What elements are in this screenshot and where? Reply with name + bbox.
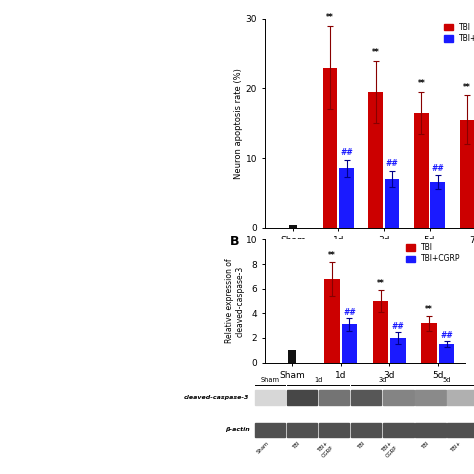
- Text: 5d: 5d: [442, 377, 451, 383]
- Bar: [319, 390, 349, 405]
- Bar: [430, 182, 445, 228]
- Bar: [287, 423, 317, 437]
- Text: **: **: [418, 80, 425, 89]
- Text: TBI: TBI: [421, 440, 430, 450]
- Y-axis label: Relative expression of
cleaved-caspase-3: Relative expression of cleaved-caspase-3: [225, 259, 244, 343]
- Text: ##: ##: [340, 148, 353, 157]
- Bar: [339, 168, 354, 228]
- Bar: [368, 92, 383, 228]
- Bar: [288, 350, 296, 363]
- Text: **: **: [425, 305, 433, 314]
- Bar: [415, 390, 446, 405]
- Bar: [383, 423, 413, 437]
- Bar: [323, 68, 337, 228]
- Y-axis label: Neuron apoptosis rate (%): Neuron apoptosis rate (%): [234, 68, 243, 179]
- Bar: [414, 113, 428, 228]
- Bar: [373, 301, 388, 363]
- Text: Sham: Sham: [255, 440, 270, 455]
- Text: β-actin: β-actin: [225, 428, 249, 432]
- Bar: [287, 390, 317, 405]
- Bar: [383, 390, 413, 405]
- Text: ##: ##: [386, 159, 399, 168]
- Text: TBI+
CGRP: TBI+ CGRP: [381, 440, 398, 458]
- Text: ##: ##: [392, 322, 404, 331]
- Bar: [439, 344, 454, 363]
- Bar: [255, 390, 285, 405]
- Bar: [342, 324, 357, 363]
- Text: cleaved-caspase-3: cleaved-caspase-3: [184, 395, 249, 400]
- Text: TBI: TBI: [357, 440, 366, 450]
- Bar: [390, 338, 406, 363]
- Bar: [319, 423, 349, 437]
- Legend: TBI, TBI+CGRP: TBI, TBI+CGRP: [406, 243, 461, 264]
- Text: TBI: TBI: [292, 440, 302, 450]
- Text: ##: ##: [343, 308, 356, 317]
- Text: Sham: Sham: [261, 377, 280, 383]
- Bar: [324, 279, 340, 363]
- Bar: [447, 423, 474, 437]
- Text: ##: ##: [440, 331, 453, 340]
- Bar: [351, 390, 382, 405]
- Text: ##: ##: [431, 164, 444, 173]
- Text: **: **: [463, 83, 471, 92]
- Bar: [351, 423, 382, 437]
- Legend: TBI, TBI+CGRP: TBI, TBI+CGRP: [444, 23, 474, 43]
- Bar: [447, 390, 474, 405]
- Bar: [289, 225, 297, 228]
- Bar: [460, 120, 474, 228]
- Text: TBI+
CGRP: TBI+ CGRP: [316, 440, 334, 458]
- Text: **: **: [326, 13, 334, 22]
- Bar: [255, 423, 285, 437]
- Text: **: **: [328, 251, 336, 260]
- Bar: [385, 179, 400, 228]
- Bar: [421, 323, 437, 363]
- Text: 1d: 1d: [314, 377, 322, 383]
- Text: 3d: 3d: [378, 377, 386, 383]
- Text: **: **: [372, 48, 380, 57]
- Text: TBI+: TBI+: [450, 440, 463, 453]
- Text: **: **: [377, 279, 384, 288]
- Text: B: B: [230, 235, 239, 247]
- Bar: [415, 423, 446, 437]
